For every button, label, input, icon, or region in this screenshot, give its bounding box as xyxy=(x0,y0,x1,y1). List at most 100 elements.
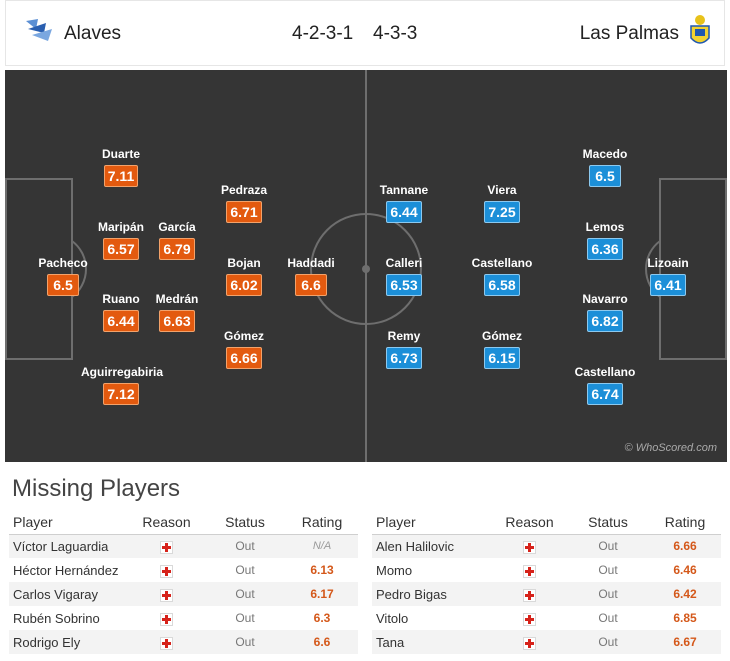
player-name[interactable]: Haddadi xyxy=(287,256,335,270)
injury-icon[interactable] xyxy=(523,564,536,578)
player-rating: 6.5 xyxy=(47,274,79,296)
missing-player-row: Carlos Vigaray Out 6.17 xyxy=(9,582,358,606)
missing-reason xyxy=(129,606,204,630)
missing-player-row: Tana Out 6.67 xyxy=(372,630,721,654)
injury-icon[interactable] xyxy=(160,564,173,578)
missing-status: Out xyxy=(235,563,255,577)
injury-icon[interactable] xyxy=(160,540,173,554)
away-player[interactable]: Castellano 6.58 xyxy=(462,256,542,296)
missing-status: Out xyxy=(204,582,286,606)
home-missing-table: Player Reason Status Rating Víctor Lagua… xyxy=(9,510,358,654)
player-name[interactable]: Remy xyxy=(387,329,421,343)
injury-icon[interactable] xyxy=(523,636,536,650)
player-rating: 6.73 xyxy=(386,347,422,369)
player-name[interactable]: Castellano xyxy=(574,365,636,379)
player-name[interactable]: Viera xyxy=(487,183,517,197)
missing-player-name[interactable]: Rodrigo Ely xyxy=(9,630,129,654)
player-rating: 6.63 xyxy=(159,310,195,332)
player-rating: 6.36 xyxy=(587,238,623,260)
player-name[interactable]: Calleri xyxy=(385,256,423,270)
player-rating: 6.5 xyxy=(589,165,621,187)
injury-icon[interactable] xyxy=(523,612,536,626)
missing-player-name[interactable]: Vitolo xyxy=(376,610,409,626)
missing-status: Out xyxy=(567,582,649,606)
home-team-name[interactable]: Alaves xyxy=(64,23,122,44)
player-name[interactable]: Castellano xyxy=(471,256,533,270)
missing-player-name[interactable]: Víctor Laguardia xyxy=(9,534,129,558)
injury-icon[interactable] xyxy=(160,588,173,602)
injury-icon[interactable] xyxy=(160,612,173,626)
away-player[interactable]: Macedo 6.5 xyxy=(565,147,645,187)
missing-rating: 6.3 xyxy=(313,611,331,625)
missing-rating: N/A xyxy=(286,534,358,558)
player-name[interactable]: Pacheco xyxy=(38,256,88,270)
player-name[interactable]: Lemos xyxy=(585,220,625,234)
missing-player-name[interactable]: Carlos Vigaray xyxy=(9,582,129,606)
away-player[interactable]: Navarro 6.82 xyxy=(565,292,645,332)
home-player[interactable]: Maripán 6.57 xyxy=(81,220,161,260)
header-reason: Reason xyxy=(129,510,204,535)
player-name[interactable]: Navarro xyxy=(582,292,628,306)
missing-player-name[interactable]: Tana xyxy=(372,630,492,654)
player-name[interactable]: Tannane xyxy=(379,183,429,197)
missing-reason xyxy=(492,630,567,654)
away-player[interactable]: Remy 6.73 xyxy=(364,329,444,369)
player-name[interactable]: García xyxy=(158,220,196,234)
away-player[interactable]: Gómez 6.15 xyxy=(462,329,542,369)
missing-player-name[interactable]: Momo xyxy=(376,562,413,578)
alaves-crest-icon[interactable] xyxy=(24,17,54,45)
home-player[interactable]: Bojan 6.02 xyxy=(204,256,284,296)
player-rating: 6.66 xyxy=(226,347,262,369)
player-rating: 6.71 xyxy=(226,201,262,223)
missing-reason xyxy=(129,534,204,558)
missing-rating: 6.13 xyxy=(310,563,334,577)
away-player[interactable]: Lizoain 6.41 xyxy=(628,256,708,296)
injury-icon[interactable] xyxy=(523,540,536,554)
home-player[interactable]: Medrán 6.63 xyxy=(137,292,217,332)
away-team-name[interactable]: Las Palmas xyxy=(579,23,679,44)
missing-player-name[interactable]: Pedro Bigas xyxy=(372,582,492,606)
home-player[interactable]: Duarte 7.11 xyxy=(81,147,161,187)
player-name[interactable]: Gómez xyxy=(223,329,264,343)
away-player[interactable]: Calleri 6.53 xyxy=(364,256,444,296)
home-player[interactable]: Pedraza 6.71 xyxy=(204,183,284,223)
player-name[interactable]: Aguirregabiria xyxy=(81,365,164,379)
away-player[interactable]: Castellano 6.74 xyxy=(565,365,645,405)
missing-player-row: Vitolo Out 6.85 xyxy=(372,606,721,630)
header-status: Status xyxy=(567,510,649,535)
home-player[interactable]: Gómez 6.66 xyxy=(204,329,284,369)
home-player[interactable]: Aguirregabiria 7.12 xyxy=(81,365,164,405)
missing-player-row: Héctor Hernández Out 6.13 xyxy=(9,558,358,582)
pitch: Pacheco 6.5 Duarte 7.11 Maripán 6.57 Ruano 6.44… xyxy=(5,70,727,462)
player-name[interactable]: Gómez xyxy=(481,329,522,343)
home-player[interactable]: Pacheco 6.5 xyxy=(23,256,103,296)
missing-rating: 6.6 xyxy=(286,630,358,654)
missing-player-row: Alen Halilovic Out 6.66 xyxy=(372,534,721,558)
las-palmas-crest-icon[interactable] xyxy=(688,14,712,50)
home-player[interactable]: Ruano 6.44 xyxy=(81,292,161,332)
home-formation: 4-2-3-1 xyxy=(292,23,354,44)
player-name[interactable]: Bojan xyxy=(227,256,261,270)
away-player[interactable]: Lemos 6.36 xyxy=(565,220,645,260)
away-player[interactable]: Tannane 6.44 xyxy=(364,183,444,223)
away-player[interactable]: Viera 7.25 xyxy=(462,183,542,223)
player-rating: 6.82 xyxy=(587,310,623,332)
injury-icon[interactable] xyxy=(523,588,536,602)
missing-player-name[interactable]: Héctor Hernández xyxy=(13,562,119,578)
player-name[interactable]: Duarte xyxy=(101,147,140,161)
player-name[interactable]: Macedo xyxy=(582,147,628,161)
header-player: Player xyxy=(9,510,129,535)
home-player[interactable]: Haddadi 6.6 xyxy=(271,256,351,296)
missing-reason xyxy=(492,606,567,630)
player-name[interactable]: Pedraza xyxy=(220,183,268,197)
missing-player-name[interactable]: Alen Halilovic xyxy=(372,534,492,558)
missing-player-name[interactable]: Rubén Sobrino xyxy=(13,610,100,626)
player-rating: 6.41 xyxy=(650,274,686,296)
player-name[interactable]: Medrán xyxy=(155,292,199,306)
player-rating: 6.74 xyxy=(587,383,623,405)
home-player[interactable]: García 6.79 xyxy=(137,220,217,260)
player-name[interactable]: Ruano xyxy=(102,292,140,306)
player-name[interactable]: Maripán xyxy=(97,220,144,234)
injury-icon[interactable] xyxy=(160,636,173,650)
player-name[interactable]: Lizoain xyxy=(647,256,689,270)
